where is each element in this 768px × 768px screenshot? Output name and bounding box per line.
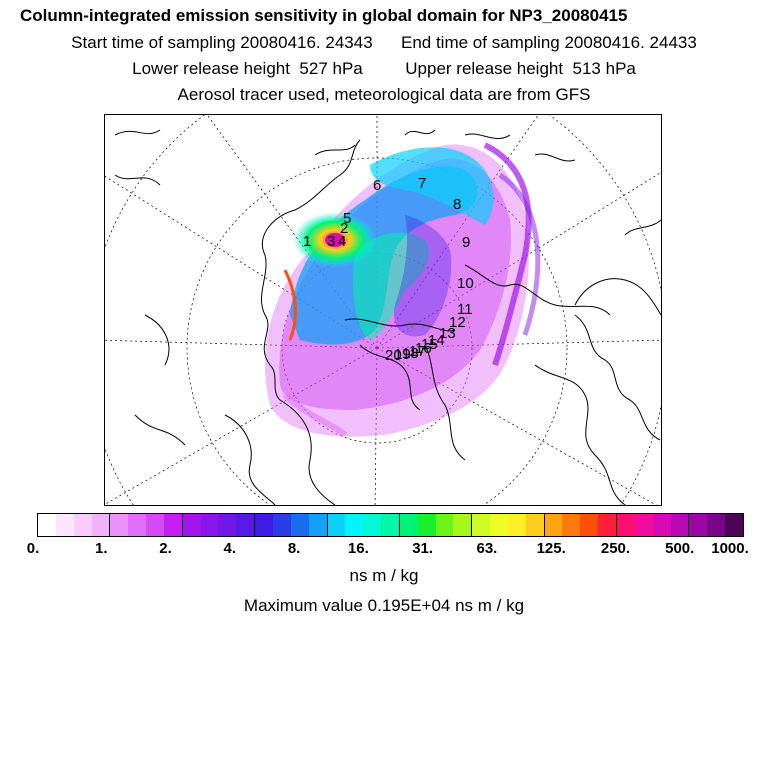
colorbar-unit: ns m / kg — [349, 566, 419, 585]
colorbar-swatch — [399, 514, 418, 536]
track-label-15: 15 — [421, 336, 438, 353]
track-label-8: 8 — [453, 196, 461, 213]
colorbar-tick-label: 2. — [159, 540, 172, 557]
colorbar-tick-label: 4. — [223, 540, 237, 557]
colorbar-swatch — [525, 514, 545, 536]
colorbar-swatch — [236, 514, 256, 536]
colorbar-swatch — [381, 514, 400, 536]
track-label-9: 9 — [462, 234, 470, 251]
track-label-17: 17 — [409, 343, 426, 360]
colorbar-swatch — [308, 514, 328, 536]
colorbar-tick-label: 250. — [600, 540, 631, 557]
track-label-1: 1 — [303, 233, 311, 250]
colorbar-swatch — [580, 514, 599, 536]
colorbar-swatch — [725, 514, 743, 536]
colorbar-swatch — [417, 514, 436, 536]
colorbar-tick-label: 0. — [26, 540, 40, 557]
track-label-18: 18 — [402, 345, 419, 362]
colorbar-swatch — [255, 514, 273, 536]
colorbar — [37, 513, 744, 537]
track-label-6: 6 — [373, 177, 381, 194]
colorbar-swatch — [182, 514, 201, 536]
track-label-13: 13 — [439, 325, 456, 342]
track-label-2: 2 — [340, 220, 348, 237]
colorbar-swatch — [200, 514, 219, 536]
colorbar-swatch — [163, 514, 183, 536]
colorbar-swatch — [707, 514, 726, 536]
colorbar-swatch — [562, 514, 581, 536]
plot-title: Column-integrated emission sensitivity i… — [20, 6, 628, 25]
trajectory-labels: 1 2 3 4 5 6 7 8 9 10 11 12 13 14 15 16 1… — [303, 175, 474, 364]
colorbar-swatch — [290, 514, 309, 536]
track-label-5: 5 — [343, 210, 351, 227]
colorbar-swatch — [453, 514, 473, 536]
map-canvas: 1 2 3 4 5 6 7 8 9 10 11 12 13 14 15 16 1… — [105, 115, 661, 505]
track-label-10: 10 — [457, 275, 474, 292]
colorbar-swatch — [146, 514, 164, 536]
colorbar-swatch — [490, 514, 508, 536]
colorbar-swatch — [617, 514, 635, 536]
track-label-19: 19 — [394, 346, 411, 363]
track-label-4: 4 — [338, 233, 346, 250]
colorbar-swatch — [544, 514, 563, 536]
colorbar-swatch — [652, 514, 671, 536]
colorbar-tick-label: 1000. — [711, 540, 749, 557]
colorbar-swatch — [634, 514, 653, 536]
release-height-line: Lower release height 527 hPa Upper relea… — [132, 59, 636, 78]
colorbar-swatch — [689, 514, 708, 536]
colorbar-tick-label: 31. — [412, 540, 434, 557]
colorbar-tick-label: 125. — [536, 540, 566, 557]
colorbar-swatch — [507, 514, 526, 536]
track-label-11: 11 — [457, 301, 473, 318]
colorbar-swatch — [670, 514, 690, 536]
colorbar-tick-label: 500. — [665, 540, 695, 557]
colorbar-swatch — [327, 514, 346, 536]
tracer-info-line: Aerosol tracer used, meteorological data… — [177, 85, 591, 104]
colorbar-tick-label: 8. — [287, 540, 301, 557]
track-label-7: 7 — [418, 175, 426, 192]
colorbar-swatch — [91, 514, 111, 536]
colorbar-swatch — [38, 514, 56, 536]
colorbar-tick-label: 1. — [95, 540, 108, 557]
track-label-20: 20 — [385, 347, 402, 364]
maximum-value: Maximum value 0.195E+04 ns m / kg — [243, 596, 525, 615]
colorbar-swatch — [363, 514, 382, 536]
track-label-3: 3 — [327, 233, 335, 250]
colorbar-swatch — [218, 514, 237, 536]
colorbar-tick-label: 63. — [476, 540, 498, 557]
sensitivity-plume — [265, 142, 541, 438]
track-label-12: 12 — [449, 314, 466, 331]
sampling-time-line: Start time of sampling 20080416. 24343 E… — [71, 33, 697, 52]
track-label-16: 16 — [415, 340, 432, 357]
colorbar-swatch — [110, 514, 129, 536]
colorbar-swatch — [598, 514, 617, 536]
colorbar-swatch — [73, 514, 92, 536]
colorbar-swatch — [345, 514, 364, 536]
colorbar-swatch — [472, 514, 491, 536]
colorbar-tick-label: 16. — [347, 540, 369, 557]
track-label-14: 14 — [428, 332, 445, 349]
colorbar-swatch — [128, 514, 147, 536]
colorbar-swatch — [55, 514, 74, 536]
colorbar-swatch — [435, 514, 454, 536]
polar-map: 1 2 3 4 5 6 7 8 9 10 11 12 13 14 15 16 1… — [104, 114, 662, 506]
colorbar-swatch — [272, 514, 291, 536]
coastlines — [114, 129, 661, 505]
